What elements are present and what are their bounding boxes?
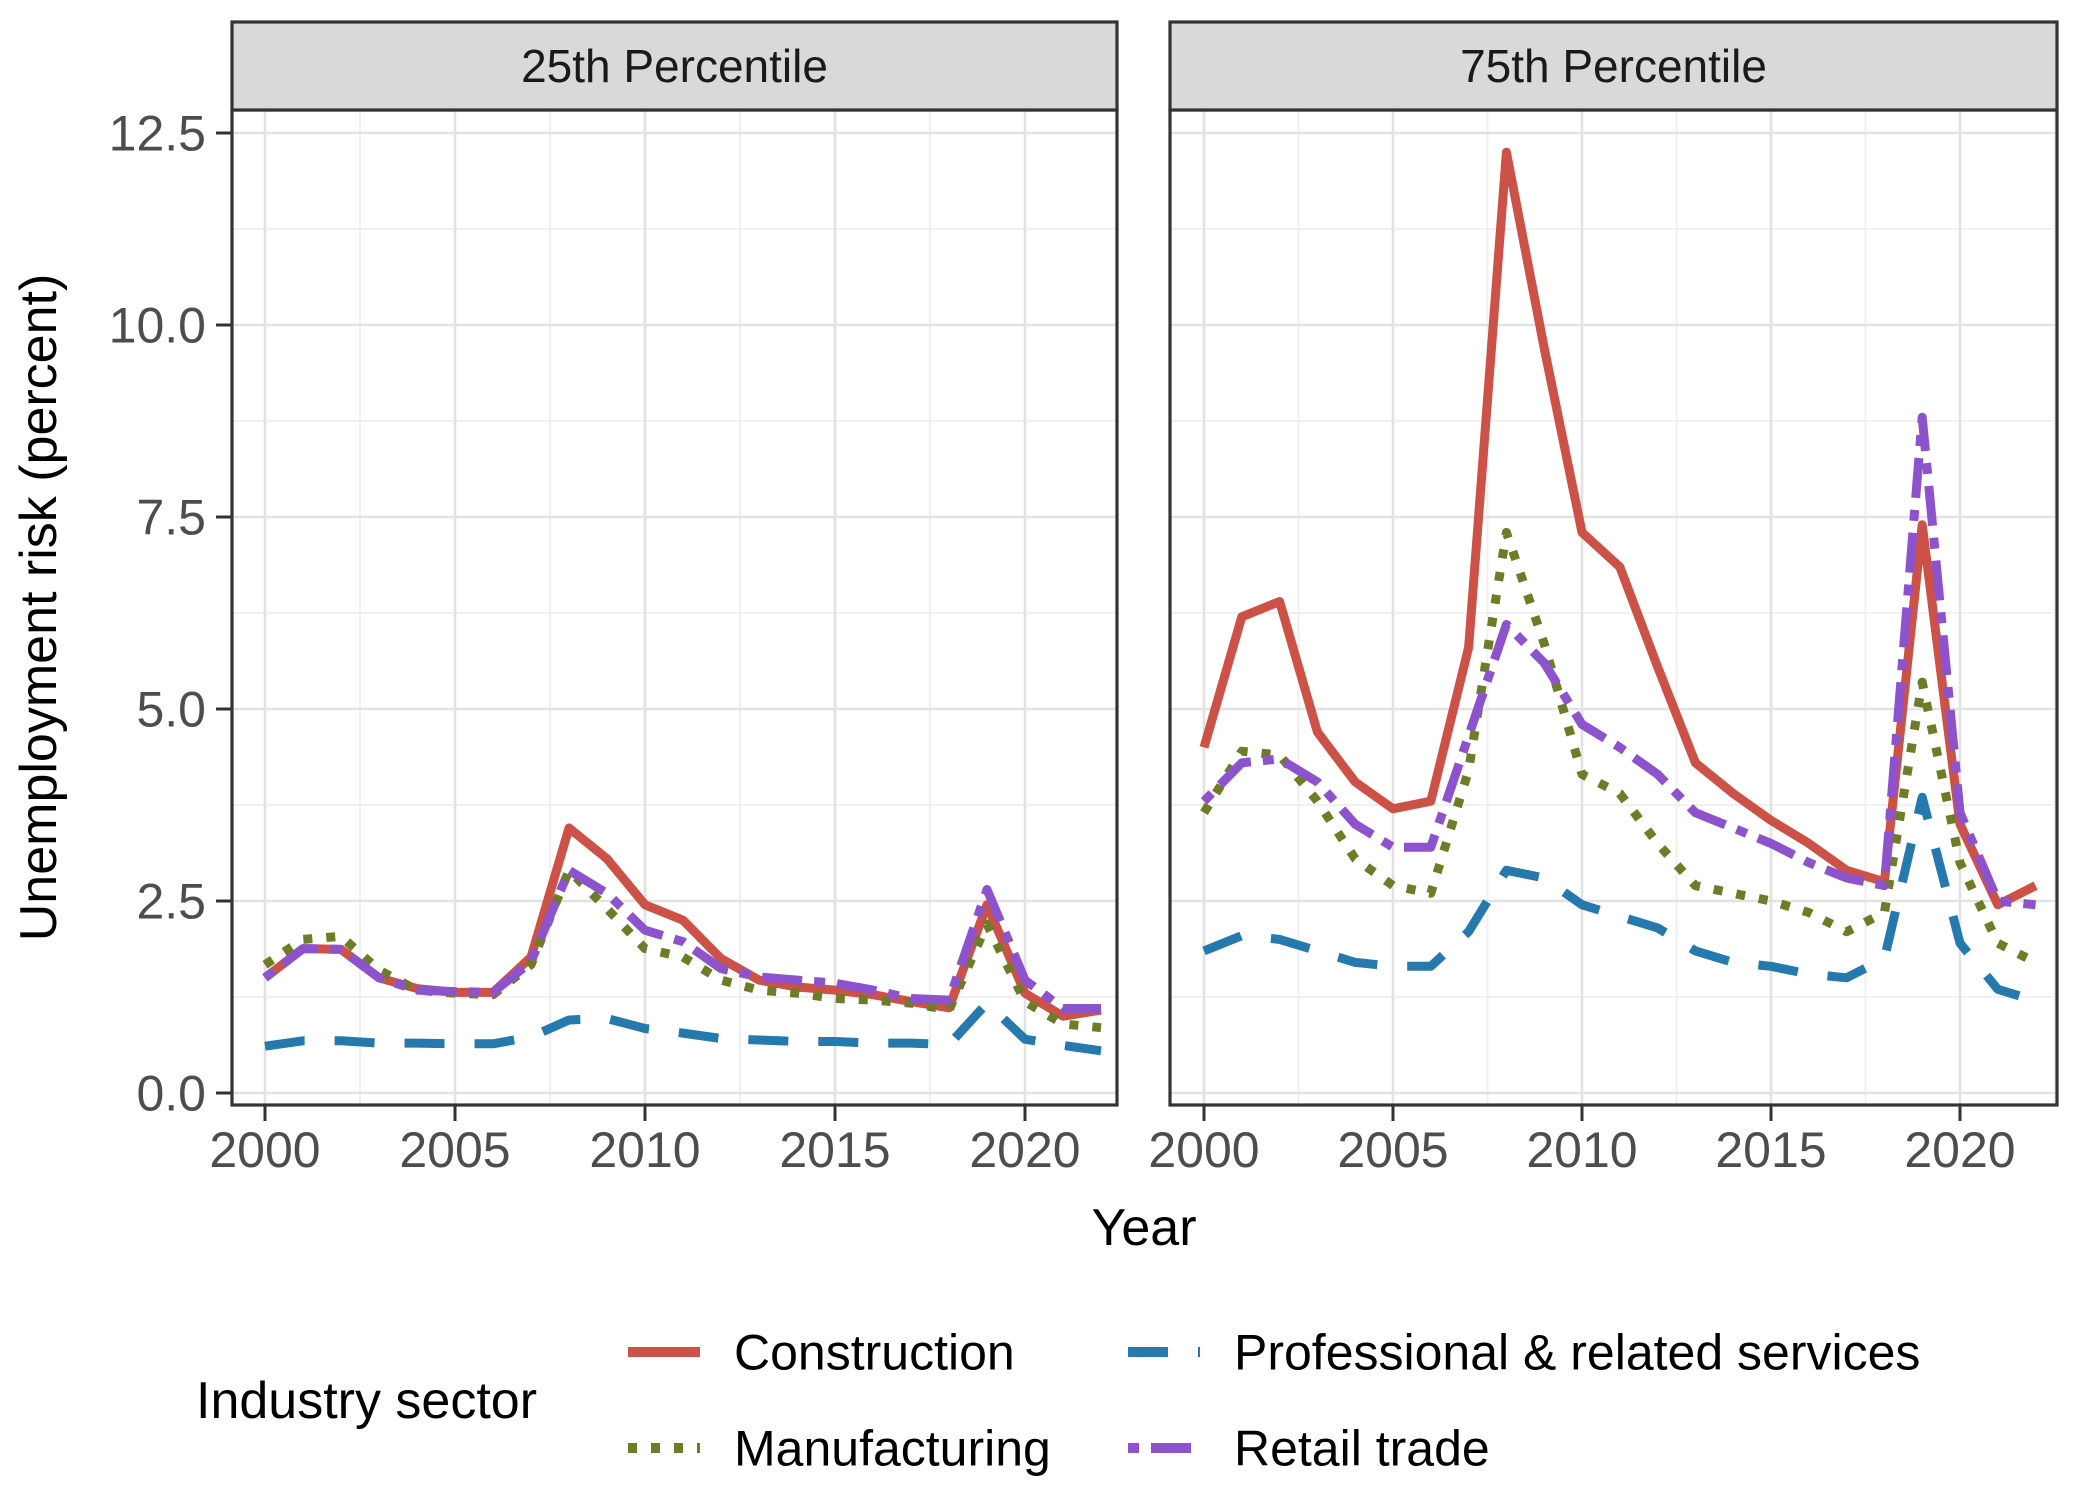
x-tick-label: 2015 [779,1122,890,1178]
legend-label: Construction [734,1325,1015,1381]
series-line-professional-related-services [264,998,1102,1056]
series-line-retail-trade [262,865,1101,1013]
panel-0 [232,110,1117,1105]
panel-background [232,110,1117,1105]
x-tick-label: 2000 [1148,1122,1259,1178]
facet-strip [230,20,1119,112]
x-axis-title: Year [1091,1199,1196,1257]
series-line-retail-trade [1200,412,2037,910]
x-tick-label: 2020 [969,1122,1080,1178]
panel-1 [1170,110,2057,1105]
y-axis-title: Unemployment risk (percent) [10,274,68,942]
x-tick-label: 2010 [589,1122,700,1178]
y-tick-label: 10.0 [109,298,206,354]
panel-background [1170,110,2057,1105]
legend-label: Manufacturing [734,1421,1051,1477]
x-tick-label: 2020 [1904,1122,2015,1178]
legend-label: Professional & related services [1234,1325,1920,1381]
x-tick-label: 2005 [399,1122,510,1178]
series-line-manufacturing [1200,527,2038,967]
y-tick-label: 5.0 [136,682,206,738]
legend-title: Industry sector [196,1372,537,1430]
facet-strip-label-0: 25th Percentile [521,40,828,92]
y-tick-label: 2.5 [136,874,206,930]
facet-strip-label-1: 75th Percentile [1460,40,1767,92]
legend-label: Retail trade [1234,1421,1490,1477]
y-tick-label: 7.5 [136,490,206,546]
x-tick-label: 2005 [1337,1122,1448,1178]
x-tick-label: 2015 [1715,1122,1826,1178]
facet-strip [1168,20,2059,112]
y-tick-label: 0.0 [136,1066,206,1122]
x-tick-label: 2000 [209,1122,320,1178]
x-tick-label: 2010 [1526,1122,1637,1178]
y-tick-label: 12.5 [109,106,206,162]
series-line-professional-related-services [1202,792,2037,1006]
